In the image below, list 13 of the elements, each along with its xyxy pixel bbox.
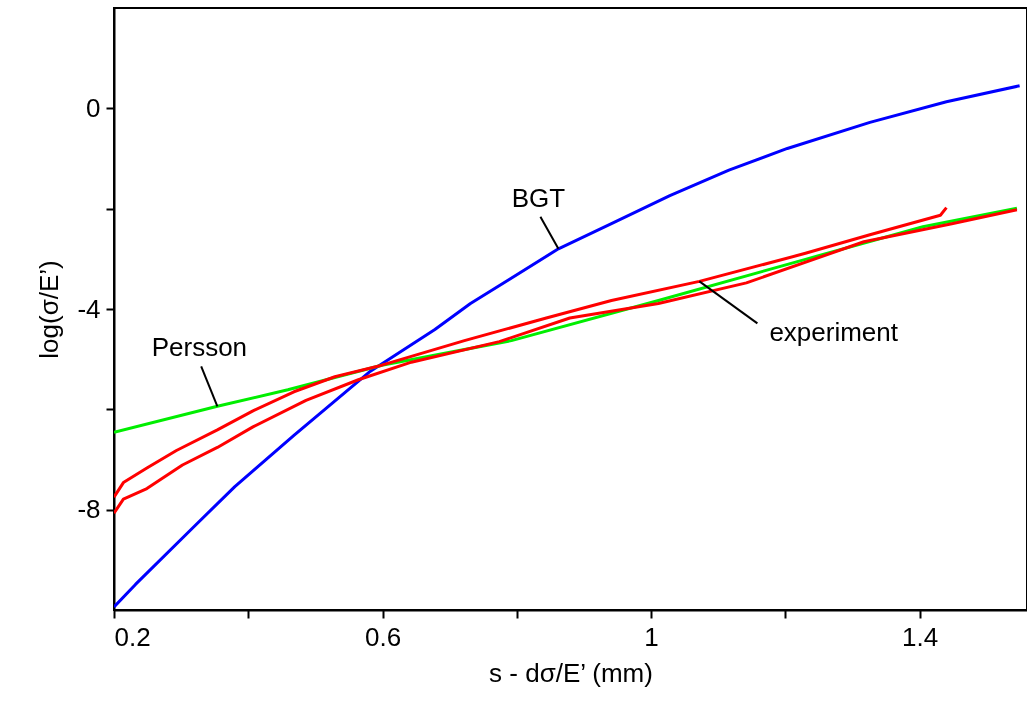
y-axis-title: log(σ/E’) bbox=[34, 260, 65, 359]
x-tick-label: 0.2 bbox=[114, 621, 151, 652]
x-tick-label: 0.6 bbox=[364, 621, 402, 652]
y-tick-label: -4 bbox=[77, 293, 101, 324]
y-tick-label: -8 bbox=[77, 494, 101, 525]
annotation: Persson bbox=[151, 332, 248, 363]
y-tick-label: 0 bbox=[86, 92, 101, 123]
x-axis-title: s - dσ/E’ (mm) bbox=[489, 657, 653, 688]
line-series bbox=[114, 84, 1022, 609]
annotation: BGT bbox=[511, 182, 566, 213]
annotation: experiment bbox=[769, 317, 899, 348]
x-tick-label: 1 bbox=[644, 621, 659, 652]
x-tick-label: 1.4 bbox=[902, 621, 939, 652]
